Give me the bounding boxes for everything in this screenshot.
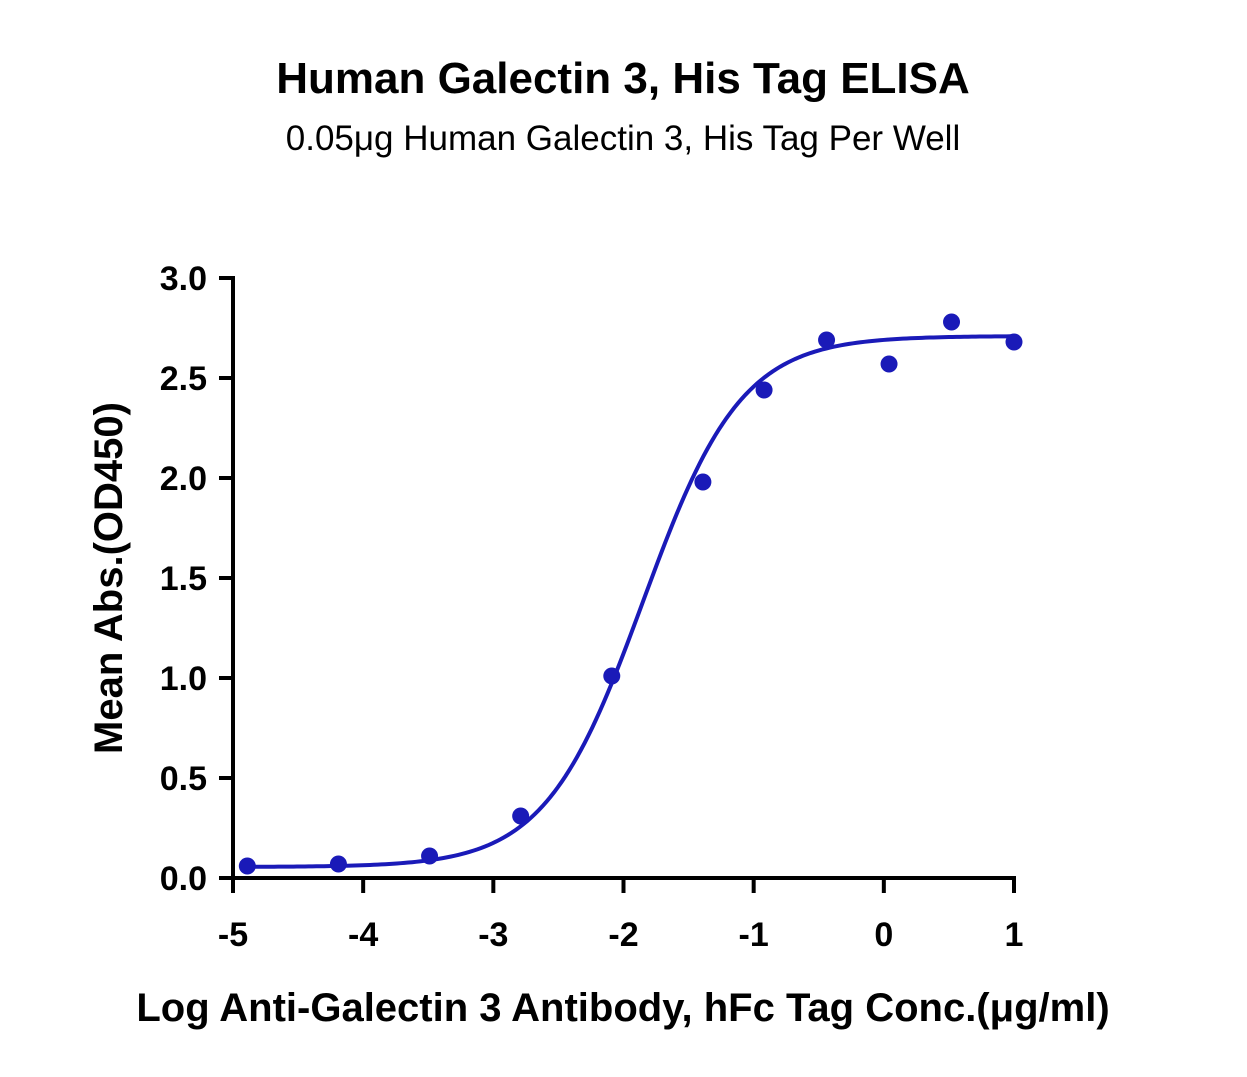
- data-point: [603, 667, 621, 685]
- data-point: [512, 807, 530, 825]
- x-tick-label: -1: [739, 916, 769, 954]
- x-tick-label: -3: [478, 916, 508, 954]
- chart-title: Human Galectin 3, His Tag ELISA: [276, 54, 970, 103]
- y-tick-label: 3.0: [160, 260, 207, 298]
- x-tick-label: -5: [218, 916, 248, 954]
- x-tick-label: 1: [1005, 916, 1024, 954]
- y-axis-label: Mean Abs.(OD450): [87, 402, 131, 754]
- data-point: [818, 331, 836, 349]
- x-tick-label: -2: [608, 916, 638, 954]
- plot-area: [238, 313, 1023, 875]
- y-tick-label: 0.0: [160, 860, 207, 898]
- data-point: [1005, 333, 1023, 351]
- chart-subtitle: 0.05μg Human Galectin 3, His Tag Per Wel…: [286, 119, 960, 158]
- data-point: [329, 855, 347, 873]
- data-point: [238, 857, 256, 875]
- data-point: [880, 355, 898, 373]
- y-tick-label: 2.5: [160, 360, 207, 398]
- data-point: [694, 473, 712, 491]
- y-tick-label: 2.0: [160, 460, 207, 498]
- x-ticks: -5 -4 -3 -2 -1 0 1: [218, 878, 1024, 954]
- x-tick-label: 0: [874, 916, 893, 954]
- data-points: [238, 313, 1023, 875]
- fit-curve: [247, 334, 1015, 869]
- data-point: [943, 313, 961, 331]
- y-tick-label: 0.5: [160, 760, 207, 798]
- x-tick-label: -4: [348, 916, 378, 954]
- data-point: [421, 847, 439, 865]
- y-tick-label: 1.0: [160, 660, 207, 698]
- y-tick-label: 1.5: [160, 560, 207, 598]
- data-point: [755, 381, 773, 399]
- y-ticks: 0.0 0.5 1.0 1.5 2.0 2.5 3.0: [160, 260, 233, 898]
- x-axis-label: Log Anti-Galectin 3 Antibody, hFc Tag Co…: [136, 986, 1109, 1030]
